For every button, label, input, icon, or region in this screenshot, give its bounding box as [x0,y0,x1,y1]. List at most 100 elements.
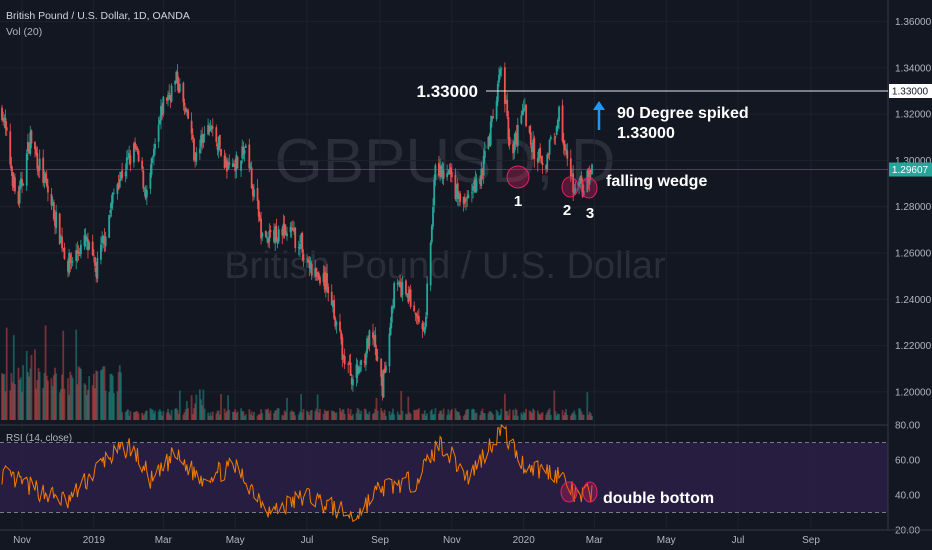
rsi-tick-label: 40.00 [895,491,920,502]
volume-bar [104,390,107,420]
volume-bar [322,413,325,420]
candle [547,152,550,159]
candle [124,163,127,183]
candle [282,214,285,239]
volume-bar [467,408,470,420]
candle [529,124,532,149]
volume-bar [210,415,213,420]
candle [374,327,377,356]
volume-bar [96,371,99,420]
candle [223,149,226,170]
candle [182,81,185,111]
candle [525,103,527,128]
candle [488,133,491,147]
candle [211,118,214,137]
candle [352,375,354,392]
volume-bar [182,414,185,420]
candle [417,308,420,325]
volume-bar [259,414,261,420]
volume-bars [1,325,593,420]
volume-bar [589,413,592,420]
volume-bar [415,409,418,420]
price-tick-label: 1.34000 [895,63,932,74]
volume-bar [466,409,469,420]
candle [332,300,334,313]
candle [423,322,426,336]
rsi-tick-label: 60.00 [895,456,920,467]
volume-bar [92,373,95,420]
candle [185,108,188,116]
candle [290,221,293,238]
candle [459,190,462,206]
volume-bar [70,375,73,420]
candle [170,83,173,103]
volume-bar [339,408,341,420]
volume-bar [250,411,253,420]
candle [17,185,20,207]
volume-bar [574,414,577,420]
volume-bar [58,392,61,420]
time-axis[interactable]: Nov 2019 Mar May Jul Sep Nov 2020 Mar May Jul Sep [13,535,820,546]
volume-bar [507,415,510,420]
volume-bar [47,380,49,420]
volume-bar [505,411,507,420]
volume-bar [284,411,287,420]
candle [121,162,124,181]
volume-bar [112,393,115,420]
volume-bar [548,408,551,420]
candle [275,218,278,242]
volume-bar [549,414,552,420]
volume-bar [414,410,417,420]
candle [342,354,345,363]
candle [276,237,279,249]
candle [69,252,72,272]
candle [274,223,277,252]
rsi-indicator-label[interactable]: RSI (14, close) [6,433,72,444]
volume-bar [474,413,477,420]
rsi-axis[interactable]: 80.00 60.00 40.00 20.00 [895,421,920,537]
candle [556,117,559,132]
candle [498,67,500,87]
candle [301,231,304,262]
volume-bar [4,391,7,420]
time-tick-label: Mar [586,535,604,546]
candle [183,98,186,115]
price-axis[interactable]: 1.36000 1.34000 1.32000 1.30000 1.28000 1.260… [895,17,932,398]
volume-bar [364,409,367,420]
rsi-tick-label: 80.00 [895,421,920,432]
rsi-tick-label: 20.00 [895,526,920,537]
volume-bar [5,327,8,420]
volume-bar [243,415,246,420]
volume-bar [191,414,194,420]
candle [449,162,452,183]
volume-bar [546,412,549,420]
volume-bar [102,366,105,420]
volume-bar [529,411,532,420]
volume-bar [449,410,452,420]
volume-bar [556,413,559,420]
candle [562,132,565,155]
volume-bar [356,408,359,420]
candle [507,110,510,147]
volume-bar [84,384,87,420]
candle [44,171,47,184]
volume-bar [533,410,536,420]
candle [268,223,271,249]
volume-bar [400,390,403,420]
volume-bar [184,409,187,420]
volume-bar [227,395,230,420]
volume-bar [341,409,344,420]
candle [479,175,482,190]
candle [129,149,132,172]
candle [21,171,23,194]
candle [135,144,138,152]
candle [70,252,73,270]
volume-bar [116,391,119,420]
volume-indicator-label[interactable]: Vol (20) [6,26,42,38]
volume-bar [355,412,358,420]
candle [195,147,198,166]
symbol-title[interactable]: British Pound / U.S. Dollar, 1D, OANDA [6,10,190,22]
volume-bar [207,412,209,420]
candle [96,251,99,283]
volume-bar [416,409,419,420]
